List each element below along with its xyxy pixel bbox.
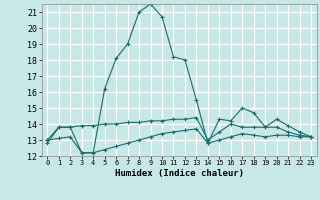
X-axis label: Humidex (Indice chaleur): Humidex (Indice chaleur) [115, 169, 244, 178]
